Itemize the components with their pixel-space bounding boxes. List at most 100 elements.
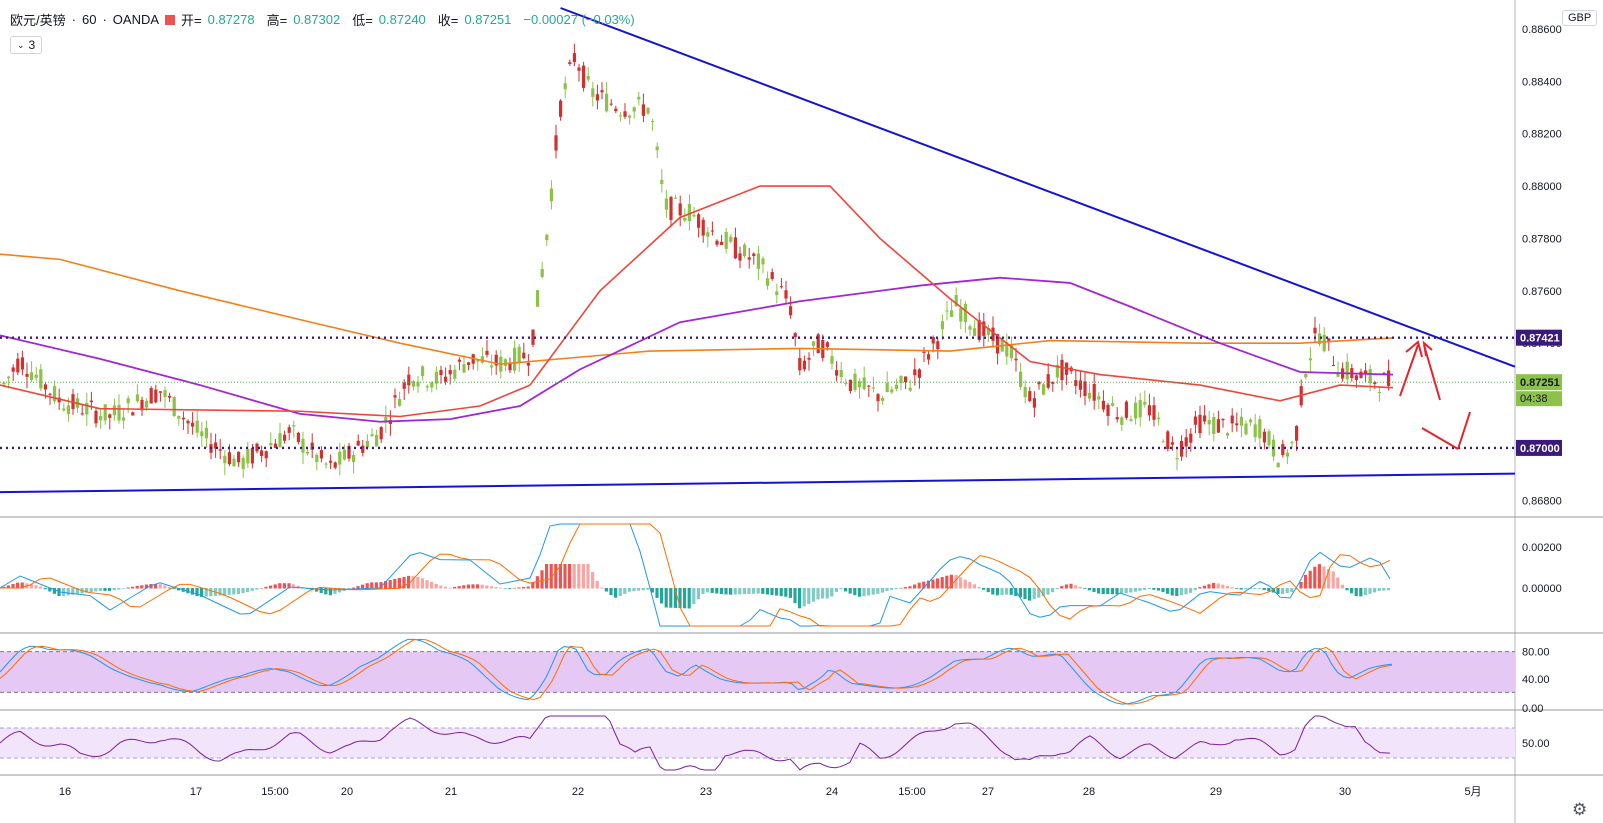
candle-body <box>370 434 374 437</box>
macd-bar <box>627 588 631 592</box>
macd-bar <box>1193 588 1197 591</box>
candle-body <box>126 398 130 404</box>
macd-bar <box>945 575 949 589</box>
macd-bar <box>614 588 618 598</box>
gear-icon[interactable]: ⚙ <box>1572 800 1588 819</box>
macd-bar <box>568 564 572 589</box>
symbol-name[interactable]: 欧元/英镑 <box>10 13 66 28</box>
candle-body <box>1364 370 1368 374</box>
candle-body <box>214 442 218 449</box>
high-label: 高= <box>266 13 288 28</box>
macd-bar <box>885 588 889 592</box>
macd-bar <box>742 588 746 595</box>
macd-bar <box>466 584 470 589</box>
candle-body <box>1387 370 1391 386</box>
macd-bar <box>1170 588 1174 596</box>
macd-bar <box>204 588 208 597</box>
candle-body <box>651 121 655 123</box>
candle-body <box>738 253 742 261</box>
candle-body <box>646 107 650 114</box>
macd-bar <box>683 588 687 609</box>
candle-body <box>439 369 443 376</box>
candle-body <box>802 360 806 370</box>
interval[interactable]: 60 <box>81 12 97 27</box>
macd-bar <box>356 586 360 589</box>
candle-body <box>844 382 848 384</box>
macd-bar <box>692 588 696 605</box>
candle-body <box>448 369 452 375</box>
macd-bar <box>236 588 240 595</box>
flag-icon[interactable] <box>165 14 176 25</box>
macd-bar <box>416 576 420 589</box>
candle-body <box>835 370 839 376</box>
candle-body <box>131 412 135 416</box>
macd-bar <box>1207 584 1211 589</box>
candle-body <box>269 443 273 446</box>
macd-bar <box>1129 588 1133 593</box>
currency-badge[interactable]: GBP <box>1562 10 1598 26</box>
macd-bar <box>269 585 273 589</box>
candle-body <box>402 382 406 389</box>
macd-bar <box>1354 588 1358 597</box>
candle-body <box>407 374 411 386</box>
macd-bar <box>108 588 112 591</box>
candle-body <box>398 399 402 406</box>
candle-body <box>623 111 627 117</box>
macd-bar <box>1115 588 1119 595</box>
candle-body <box>798 358 802 371</box>
candle-body <box>53 386 57 402</box>
candle-body <box>117 404 121 421</box>
symbol-legend: 欧元/英镑 · 60 · OANDA 开= 0.87278 高= 0.87302 低… <box>10 10 641 29</box>
candle-body <box>632 107 636 112</box>
candle-body <box>540 269 544 278</box>
candle-body <box>881 397 885 401</box>
macd-bar <box>1069 583 1073 589</box>
open-value: 0.87278 <box>207 12 255 27</box>
candle-body <box>1124 401 1128 418</box>
macd-bar <box>434 583 438 589</box>
candle-body <box>384 417 388 423</box>
candle-body <box>301 438 305 453</box>
macd-bar <box>609 588 613 596</box>
candle-body <box>784 290 788 299</box>
candle-body <box>1083 381 1087 397</box>
macd-bar <box>959 577 963 589</box>
candle-body <box>1023 386 1027 398</box>
open-label: 开= <box>181 13 202 28</box>
candle-body <box>582 65 586 88</box>
macd-bar <box>637 588 641 591</box>
candle-body <box>140 399 144 411</box>
candle-body <box>103 404 107 421</box>
indicator-toggle-button[interactable]: ⌄ 3 <box>10 36 43 54</box>
macd-bar <box>1087 588 1091 591</box>
macd-bar <box>890 588 894 590</box>
macd-bar <box>209 588 213 597</box>
candle-body <box>1055 364 1059 378</box>
candle-body <box>48 393 52 395</box>
candle-body <box>287 427 291 433</box>
macd-bar <box>756 588 760 594</box>
macd-bar <box>802 588 806 607</box>
candle-body <box>1322 334 1326 352</box>
candle-body <box>517 346 521 364</box>
macd-bar <box>1110 588 1114 595</box>
macd-bar <box>926 580 930 589</box>
macd-bar <box>163 585 167 589</box>
macd-bar <box>733 588 737 595</box>
candle-body <box>867 385 871 387</box>
candle-body <box>365 440 369 448</box>
macd-bar <box>16 582 20 589</box>
candle-body <box>191 422 195 427</box>
macd-bar <box>1239 588 1243 590</box>
rsi-line <box>0 715 1391 771</box>
candle-body <box>1046 374 1050 388</box>
macd-bar <box>365 583 369 589</box>
macd-bar <box>144 584 148 589</box>
candle-body <box>283 434 287 441</box>
macd-bar <box>540 570 544 589</box>
candle-body <box>894 384 898 389</box>
candle-body <box>1175 458 1179 460</box>
candle-body <box>1078 380 1082 390</box>
candle-body <box>522 352 526 359</box>
